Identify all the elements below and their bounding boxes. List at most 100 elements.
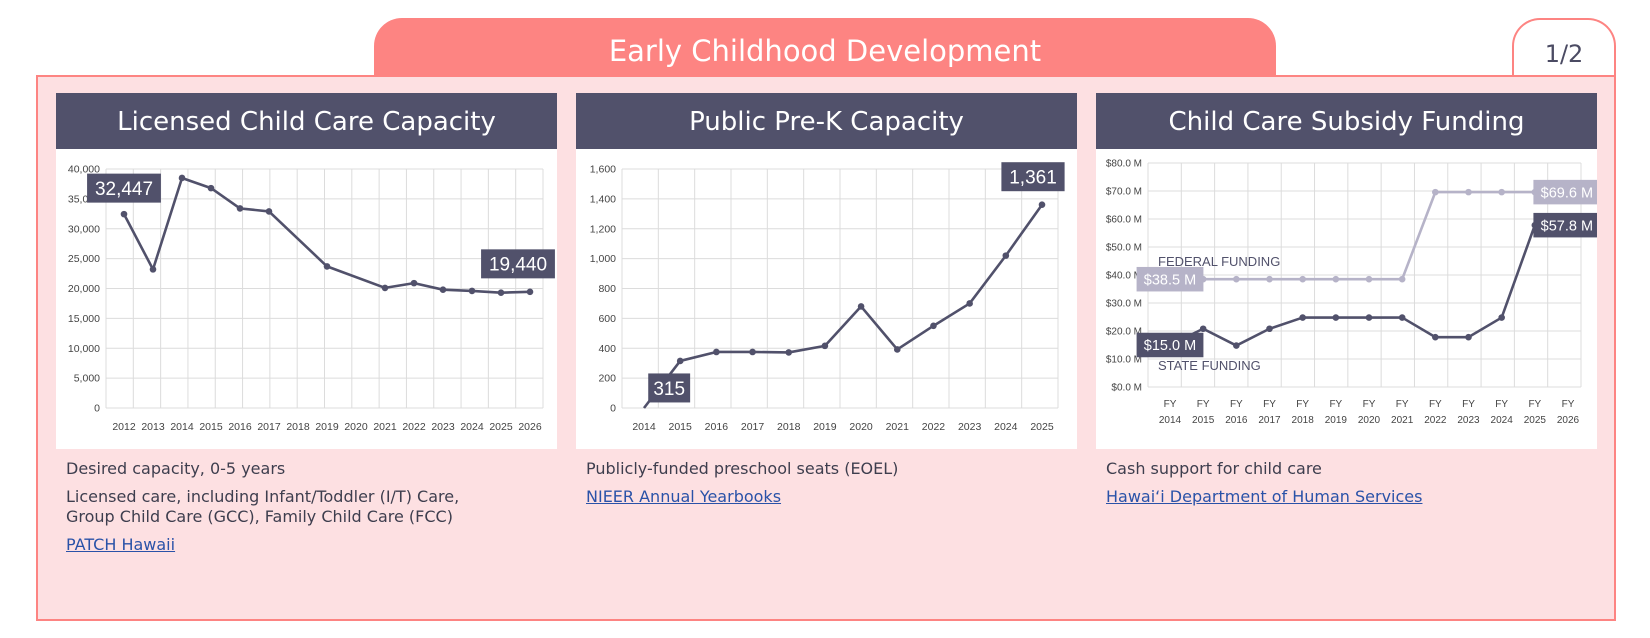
data-point (713, 348, 720, 356)
data-label-box (1136, 332, 1204, 358)
data-point (323, 263, 331, 270)
y-tick-label: $50.0 M (1106, 243, 1142, 254)
source-link-hawaii-dhs[interactable]: Hawai‘i Department of Human Services (1106, 487, 1423, 506)
data-label: 1,361 (1001, 162, 1065, 192)
x-tick-label: 2020 (849, 421, 873, 433)
data-point (930, 322, 937, 330)
x-tick-label: 2024 (994, 421, 1018, 433)
card-child-care-subsidy: Child Care Subsidy Funding $0.0 M $10.0 M… (1096, 93, 1597, 515)
data-point (893, 346, 901, 353)
x-tick-label: 2022 (922, 421, 946, 433)
x-tick-label: 2022 (402, 421, 426, 433)
x-tick-label: 2015 (199, 421, 223, 433)
data-point (207, 184, 215, 192)
data-point (236, 205, 244, 212)
data-label: $15.0 M (1136, 332, 1204, 358)
data-point (1199, 325, 1207, 333)
series-name-state: STATE FUNDING (1158, 358, 1261, 373)
x-tick-label: 2014 (170, 421, 194, 433)
x-tick-label: 2021 (886, 421, 910, 433)
data-point (1266, 275, 1273, 283)
y-tick-label: $80.0 M (1106, 159, 1142, 170)
data-point (1432, 188, 1439, 196)
data-label: $57.8 M (1533, 212, 1597, 238)
data-label-box (87, 173, 161, 203)
x-tick-label: 2019 (315, 421, 339, 433)
data-point (1266, 325, 1273, 333)
chart-container: $0.0 M $10.0 M $20.0 M $30.0 M $40.0 M $50.0 … (1096, 149, 1597, 449)
data-point (676, 357, 684, 365)
dashboard-title-tab: Early Childhood Development (374, 18, 1276, 77)
x-tick-label: FY 2024 (1491, 399, 1514, 426)
data-label-text: $38.5 M (1144, 272, 1196, 288)
x-tick-label: FY 2019 (1325, 399, 1348, 426)
y-tick-label: $0.0 M (1111, 383, 1142, 394)
data-point (1498, 314, 1505, 321)
y-tick-label: 600 (598, 313, 616, 325)
x-tick-label: FY 2026 (1557, 399, 1580, 426)
y-tick-label: 15,000 (68, 313, 100, 325)
x-tick-label: 2013 (141, 421, 165, 433)
y-tick-label: 200 (598, 373, 616, 385)
x-tick-label: 2025 (1030, 421, 1054, 433)
data-point (1233, 275, 1240, 283)
data-point (1299, 314, 1306, 321)
y-tick-label: 0 (94, 403, 100, 415)
data-label: 32,447 (87, 173, 161, 203)
x-tick-label: 2018 (777, 421, 801, 433)
data-label-box (481, 249, 555, 279)
data-label-text: $15.0 M (1144, 338, 1196, 354)
x-tick-label: FY 2020 (1358, 399, 1381, 426)
card-description: Publicly-funded preschool seats (EOEL) N… (586, 459, 1077, 507)
y-tick-label: 20,000 (68, 283, 100, 295)
y-tick-label: $70.0 M (1106, 187, 1142, 198)
data-point (410, 279, 418, 287)
data-label-text: 315 (653, 379, 685, 400)
y-tick-label: 0 (610, 403, 616, 415)
x-tick-label: 2016 (705, 421, 729, 433)
data-label-box (1533, 179, 1597, 205)
data-label: $38.5 M (1136, 266, 1204, 292)
description-line: Publicly-funded preschool seats (EOEL) (586, 459, 899, 478)
data-point (1332, 314, 1340, 321)
x-tick-label: 2018 (286, 421, 310, 433)
chart-container: 0 5,000 10,000 15,000 20,000 25,000 30,000 35,0… (56, 149, 557, 449)
data-label: $69.6 M (1533, 179, 1597, 205)
data-point (1332, 275, 1340, 283)
y-tick-label: 40,000 (68, 164, 100, 176)
data-label-box (1136, 266, 1204, 292)
source-link-patch-hawaii[interactable]: PATCH Hawaii (66, 535, 176, 554)
description-line: Desired capacity, 0-5 years (66, 459, 286, 478)
source-link-nieer-yearbooks[interactable]: NIEER Annual Yearbooks (586, 487, 782, 506)
data-point (439, 286, 447, 293)
data-point (1498, 188, 1505, 196)
page-indicator-tab[interactable]: 1/2 (1512, 18, 1616, 78)
data-label-text: 32,447 (95, 179, 153, 200)
data-point (1398, 314, 1406, 321)
x-tick-label: 2024 (460, 421, 484, 433)
series-line (1170, 190, 1535, 281)
data-point (120, 210, 128, 218)
data-point (1299, 275, 1306, 283)
card-description: Cash support for child care Hawai‘i Depa… (1106, 459, 1597, 507)
y-tick-label: 400 (598, 343, 616, 355)
x-tick-label: 2017 (257, 421, 281, 433)
data-point (1465, 333, 1472, 341)
chart-container: 0 200 400 600 800 1,000 1,200 1,400 1,600 2014 201… (576, 149, 1077, 449)
x-tick-label: 2020 (344, 421, 368, 433)
x-tick-label: 2023 (431, 421, 455, 433)
chart-licensed-child-care-capacity: 05,00010,00015,00020,00025,00030,00035,0… (68, 164, 555, 433)
series-line (642, 203, 1044, 409)
data-point (966, 300, 973, 307)
y-tick-label: 1,200 (590, 223, 616, 235)
data-point (381, 284, 389, 292)
y-tick-label: 1,400 (590, 193, 616, 205)
x-tick-label: FY 2018 (1292, 399, 1315, 426)
card-description: Desired capacity, 0-5 years Licensed car… (66, 459, 557, 555)
y-tick-label: $40.0 M (1106, 271, 1142, 282)
data-point (178, 174, 186, 182)
data-label-box (648, 373, 691, 403)
series-line (122, 176, 531, 294)
x-tick-label: FY 2015 (1192, 399, 1215, 426)
data-point (1432, 333, 1439, 341)
